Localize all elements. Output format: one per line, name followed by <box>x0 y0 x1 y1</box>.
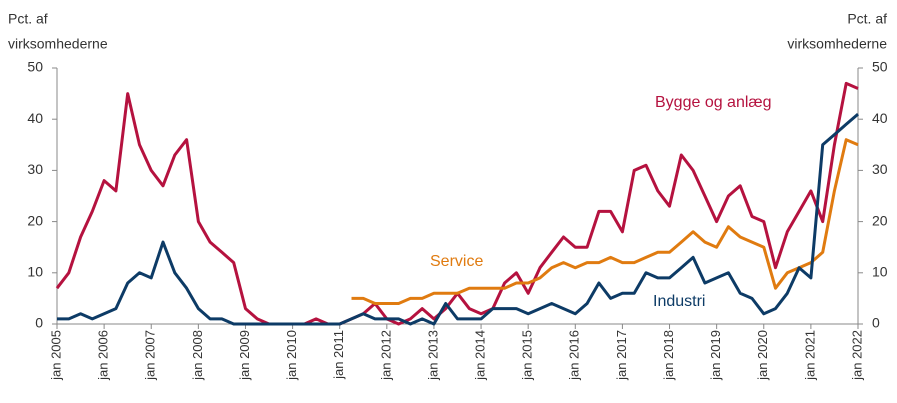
x-tick-label: jan 2019 <box>708 330 723 381</box>
series-label: Service <box>430 253 483 270</box>
x-tick-label: jan 2013 <box>425 330 440 381</box>
y-label: virksomhederne <box>8 36 108 52</box>
y-tick-label: 0 <box>35 315 43 331</box>
x-tick-label: jan 2006 <box>96 330 111 381</box>
x-tick-label: jan 2009 <box>237 330 252 381</box>
y2-tick-label: 50 <box>872 59 888 75</box>
x-tick-label: jan 2018 <box>661 330 676 381</box>
x-tick-label: jan 2020 <box>755 330 770 381</box>
x-tick-label: jan 2011 <box>331 330 346 380</box>
y2-tick-label: 40 <box>872 110 888 126</box>
series-label: Bygge og anlæg <box>655 94 772 111</box>
y-tick-label: 20 <box>27 212 43 228</box>
y-tick-label: 10 <box>27 264 43 280</box>
x-tick-label: jan 2021 <box>802 330 817 381</box>
y2-tick-label: 30 <box>872 161 888 177</box>
x-tick-label: jan 2008 <box>190 330 205 381</box>
y2-tick-label: 20 <box>872 212 888 228</box>
series-line <box>57 112 859 326</box>
y-tick-label: 30 <box>27 161 43 177</box>
series-line <box>351 138 859 305</box>
x-tick-label: jan 2014 <box>472 330 487 381</box>
y2-label: virksomhederne <box>787 36 887 52</box>
y2-label: Pct. af <box>847 11 887 27</box>
x-tick-label: jan 2016 <box>567 330 582 381</box>
y-tick-label: 50 <box>27 59 43 75</box>
x-tick-label: jan 2007 <box>143 330 158 381</box>
y-tick-label: 40 <box>27 110 43 126</box>
series-label: Industri <box>653 293 705 310</box>
x-tick-label: jan 2005 <box>48 330 63 381</box>
x-tick-label: jan 2022 <box>849 330 864 381</box>
x-tick-label: jan 2017 <box>614 330 629 381</box>
y2-tick-label: 0 <box>872 315 880 331</box>
y2-tick-label: 10 <box>872 264 888 280</box>
y-label: Pct. af <box>8 11 48 27</box>
x-tick-label: jan 2015 <box>520 330 535 381</box>
x-tick-label: jan 2012 <box>378 330 393 381</box>
x-tick-label: jan 2010 <box>284 330 299 381</box>
